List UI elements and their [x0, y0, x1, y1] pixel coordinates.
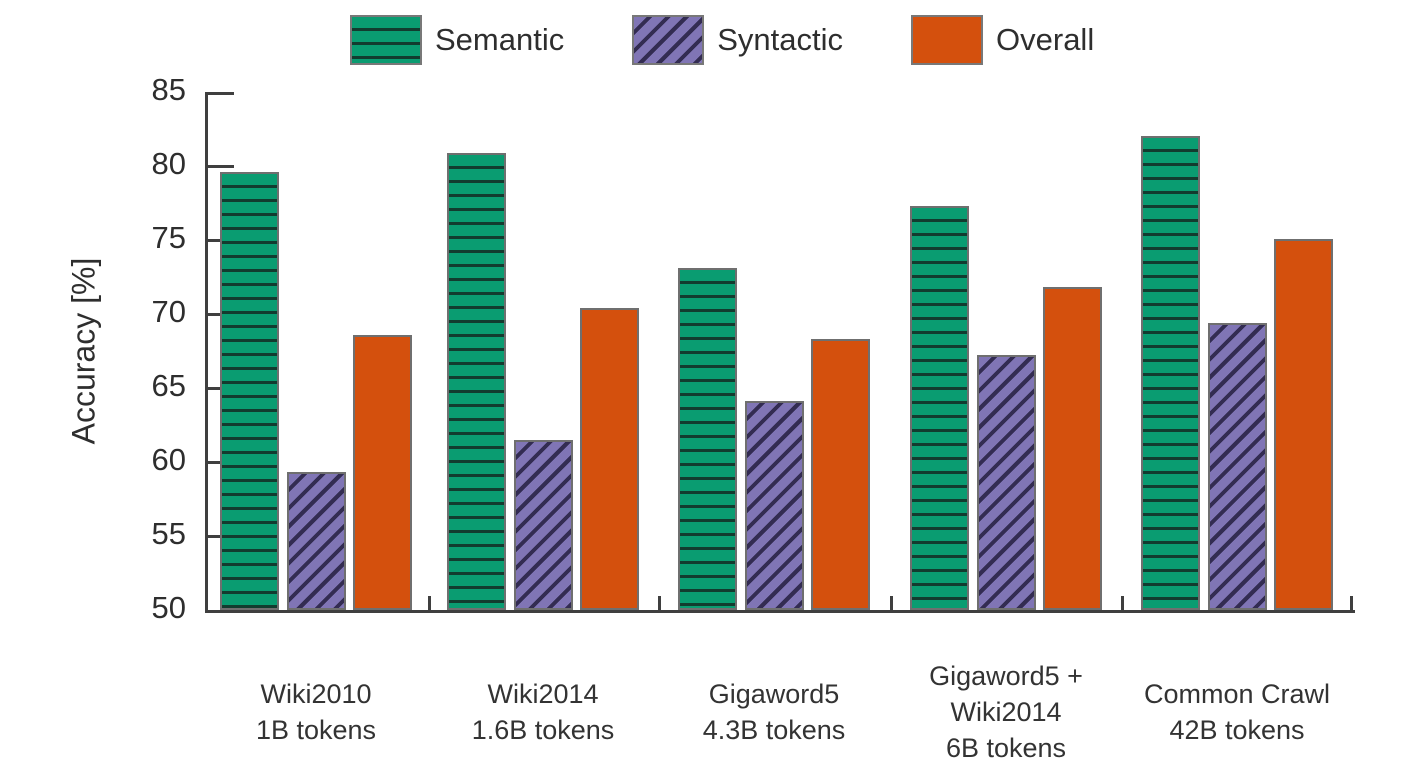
- legend-label: Syntactic: [717, 22, 844, 57]
- y-tick-label: 70: [151, 294, 186, 329]
- legend-label: Semantic: [435, 22, 565, 57]
- legend-item-syntactic: Syntactic: [632, 15, 843, 65]
- plot-area: [205, 92, 1355, 613]
- bar-overall-group3: [811, 339, 870, 610]
- y-tick-mark: [208, 164, 234, 168]
- bar-semantic-group2: [447, 152, 506, 610]
- y-tick-label: 50: [151, 590, 186, 625]
- x-category-label-line: Wiki2014: [950, 697, 1062, 727]
- bar-semantic-group5: [1141, 136, 1200, 610]
- x-axis-labels: Wiki2010 1B tokens Wiki2014 1.6B tokens Giga…: [208, 648, 1355, 776]
- legend-label: Overall: [996, 22, 1095, 57]
- x-category-label: Wiki2010 1B tokens: [191, 648, 441, 776]
- x-category-label-line: 42B tokens: [1169, 715, 1305, 745]
- bar-semantic-group3: [678, 268, 737, 610]
- x-category-label-line: 6B tokens: [945, 733, 1067, 763]
- bar-syntactic-group1: [286, 472, 346, 610]
- legend-item-semantic: Semantic: [350, 15, 564, 65]
- legend-swatch-overall: [911, 15, 984, 65]
- bar-syntactic-group2: [513, 439, 573, 610]
- bar-overall-group5: [1274, 238, 1333, 610]
- bar-semantic-group4: [910, 205, 969, 610]
- x-tick-mark: [428, 596, 431, 610]
- bar-syntactic-group3: [744, 401, 804, 610]
- x-tick-mark: [1121, 596, 1124, 610]
- legend-item-overall: Overall: [911, 15, 1094, 65]
- legend-swatch-semantic: [350, 15, 422, 65]
- bar-semantic-group1: [220, 171, 279, 610]
- bar-overall-group4: [1043, 287, 1102, 610]
- y-tick-label: 75: [151, 220, 186, 255]
- y-tick-label: 80: [151, 146, 186, 181]
- bar-syntactic-group5: [1207, 322, 1267, 610]
- x-category-label-line: 1.6B tokens: [471, 715, 615, 745]
- x-category-label-line: Gigaword5 +: [929, 661, 1083, 691]
- x-category-label: Common Crawl 42B tokens: [1112, 648, 1362, 776]
- bar-overall-group1: [353, 334, 412, 610]
- x-category-label: Wiki2014 1.6B tokens: [418, 648, 668, 776]
- y-tick-label: 65: [151, 368, 186, 403]
- y-tick-label: 55: [151, 516, 186, 551]
- x-category-label-line: Wiki2010: [260, 679, 372, 709]
- x-tick-mark: [658, 596, 661, 610]
- x-category-label-line: Common Crawl: [1143, 679, 1331, 709]
- x-category-label-line: 1B tokens: [255, 715, 377, 745]
- y-axis-title: Accuracy [%]: [65, 257, 102, 445]
- legend: Semantic Syntactic Overall: [350, 15, 1094, 65]
- x-category-label-line: Wiki2014: [487, 679, 599, 709]
- y-tick-label: 85: [151, 72, 186, 107]
- x-tick-mark: [1350, 596, 1353, 610]
- y-tick-label: 60: [151, 442, 186, 477]
- bar-overall-group2: [580, 308, 639, 610]
- x-category-label-line: Gigaword5: [708, 679, 840, 709]
- legend-swatch-syntactic: [632, 15, 705, 65]
- x-tick-mark: [890, 596, 893, 610]
- bar-syntactic-group4: [976, 355, 1036, 610]
- x-category-label-line: 4.3B tokens: [702, 715, 846, 745]
- x-category-label: Gigaword5 4.3B tokens: [649, 648, 899, 776]
- y-tick-mark: [208, 92, 234, 95]
- y-axis-tick-labels: 85 80 75 70 65 60 55 50: [100, 72, 186, 625]
- x-category-label: Gigaword5 + Wiki2014 6B tokens: [881, 648, 1131, 776]
